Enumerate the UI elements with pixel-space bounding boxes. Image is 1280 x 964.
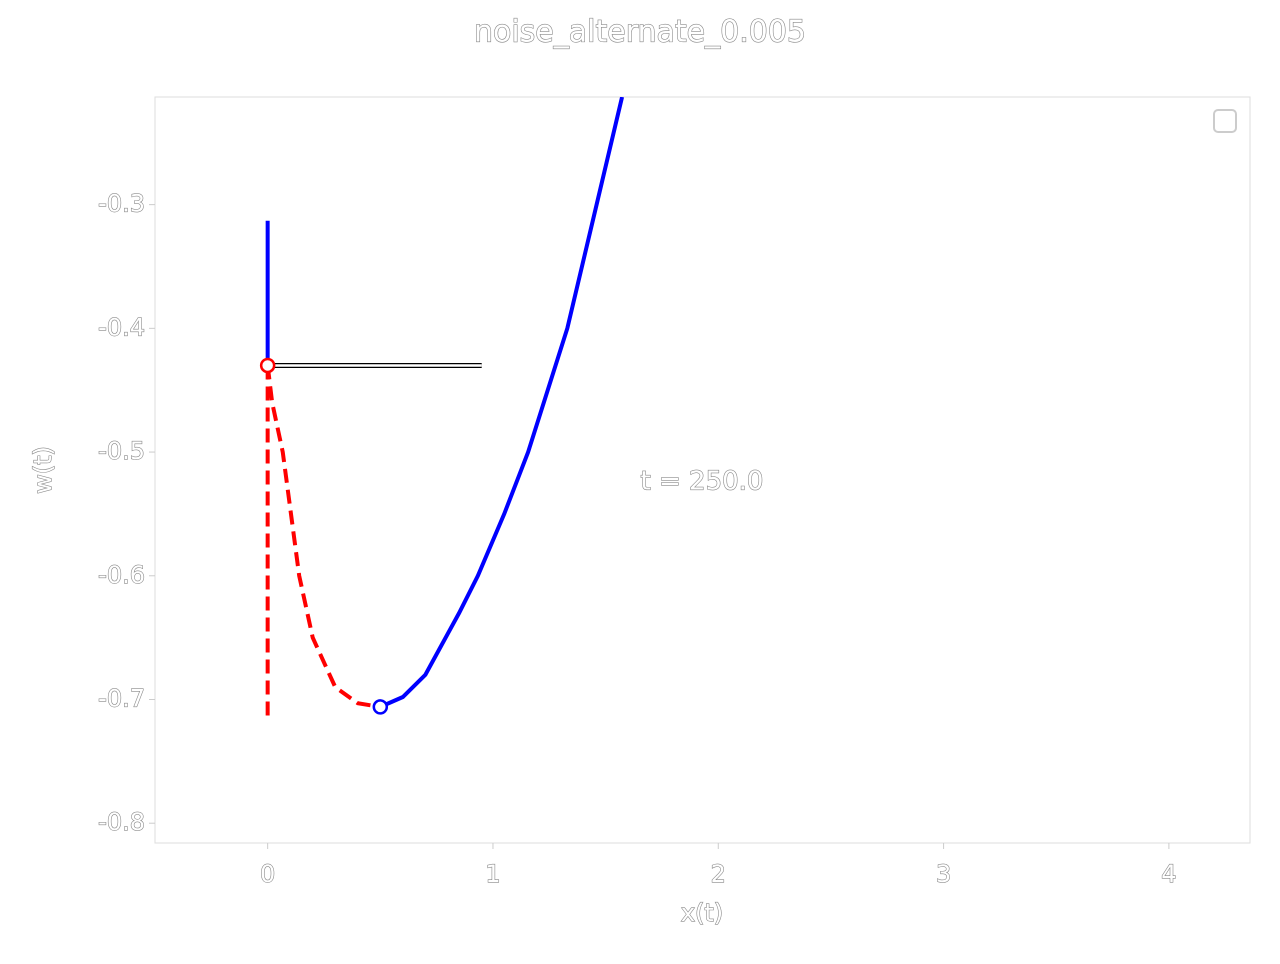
y-tick-label: -0.4 [98,313,145,341]
x-tick-label: 0 [260,860,275,888]
x-tick-label: 4 [1161,860,1176,888]
x-axis-label: x(t) [681,899,723,927]
x-tick-label: 3 [936,860,951,888]
y-axis-label: w(t) [29,446,57,494]
annotation: t = 250.0 [641,467,764,497]
plot-frame [154,96,1251,844]
x-tick-label: 2 [711,860,726,888]
line [265,365,381,709]
plot-area [259,97,625,722]
marker [259,357,276,374]
y-tick-label: -0.6 [98,561,145,589]
line [379,97,625,709]
marker [372,699,389,715]
y-tick-label: -0.8 [98,808,145,836]
y-tick-label: -0.5 [98,437,145,465]
x-tick-label: 1 [485,860,500,888]
legend-box [1213,109,1237,133]
chart-title: noise_alternate_0.005 [474,15,806,50]
y-tick-label: -0.3 [98,190,145,218]
y-tick-label: -0.7 [98,684,145,712]
